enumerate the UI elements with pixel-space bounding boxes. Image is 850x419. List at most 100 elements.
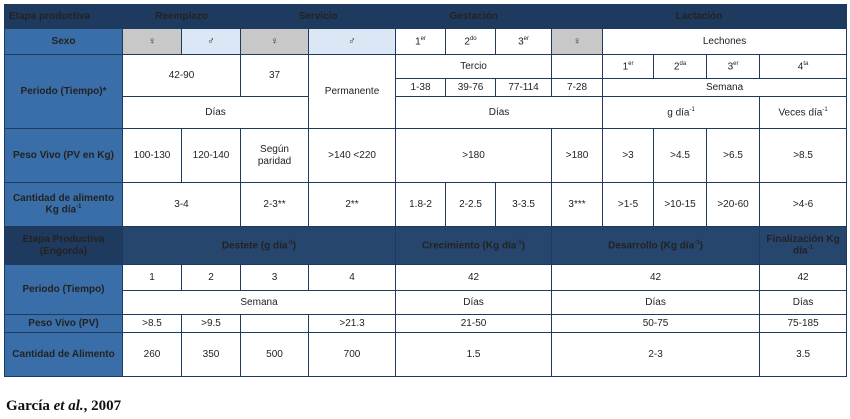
- ca-value: >1-5: [602, 182, 655, 227]
- desarrollo-header: Desarrollo (Kg día-1): [551, 226, 761, 265]
- ca-value: 2**: [308, 182, 397, 227]
- tercio-2: 39-76: [445, 78, 497, 97]
- dias-unit: Días: [551, 290, 761, 315]
- production-table: Etapa productiva Reemplazo Servicio Gest…: [4, 4, 848, 377]
- ca-value: >4-6: [759, 182, 848, 227]
- engorda-periodo-label: Periodo (Tiempo): [4, 264, 123, 315]
- pv-value: >8.5: [759, 128, 848, 183]
- destete-week: 4: [308, 264, 397, 291]
- dias-unit: Días: [121, 96, 310, 129]
- empty-cell: [551, 54, 604, 79]
- female-symbol: ♀: [551, 28, 604, 55]
- week-3: 3er: [706, 54, 761, 79]
- lechones-label: Lechones: [602, 28, 848, 55]
- ca-value: 3-4: [121, 182, 242, 227]
- engorda-header-row: Etapa Productiva (Engorda) Destete (g dí…: [4, 226, 848, 265]
- finalizacion-header: Finalización Kg día-1: [759, 226, 848, 265]
- sexo-label: Sexo: [4, 28, 123, 55]
- tercio-1: 1-38: [395, 78, 447, 97]
- citation: García et al., 2007: [6, 398, 122, 414]
- ca-value: 500: [240, 332, 310, 377]
- ca-value: 2-2.5: [445, 182, 497, 227]
- engorda-peso-row: Peso Vivo (PV) >8.5 >9.5 >21.3 21-50 50-…: [4, 314, 848, 333]
- week-1: 1er: [602, 54, 655, 79]
- reemplazo-periodo: 42-90: [121, 54, 242, 97]
- pv-value: >6.5: [706, 128, 761, 183]
- sexo-row: Sexo ♀ ♂ ♀ ♂ 1er 2do 3er ♀ Lechones: [4, 28, 848, 55]
- week-4: 4ta: [759, 54, 848, 79]
- gestation-3: 3er: [495, 28, 553, 55]
- desarrollo-periodo: 42: [551, 264, 761, 291]
- engorda-etapa-header: Etapa Productiva (Engorda): [4, 226, 123, 265]
- destete-week: 3: [240, 264, 310, 291]
- pv-value: >140 <220: [308, 128, 397, 183]
- ca-value: 3.5: [759, 332, 848, 377]
- ca-value: >10-15: [653, 182, 708, 227]
- pv-value: 75-185: [759, 314, 848, 333]
- semana-label: Semana: [602, 78, 848, 97]
- dias-unit: Días: [395, 290, 553, 315]
- veces-dia-unit: Veces día-1: [759, 96, 848, 129]
- ca-value: 3-3.5: [495, 182, 553, 227]
- pv-value: 100-130: [122, 128, 182, 183]
- gestacion-header: Gestación: [395, 4, 553, 29]
- engorda-periodo-row-1: Periodo (Tiempo) 1 2 3 4 42 42 42: [4, 264, 848, 315]
- finalizacion-periodo: 42: [759, 264, 848, 291]
- ca-value: 3***: [551, 182, 604, 227]
- peso-vivo-row: Peso Vivo (PV en Kg) 100-130 120-140 Seg…: [4, 128, 848, 183]
- male-symbol: ♂: [308, 28, 397, 55]
- destete-week: 1: [122, 264, 182, 291]
- etapa-header: Etapa productiva: [4, 4, 123, 29]
- servicio-periodo: 37: [240, 54, 310, 97]
- ca-value: 2-3: [551, 332, 761, 377]
- pv-value: 21-50: [395, 314, 553, 333]
- destete-week: 2: [180, 264, 242, 291]
- engorda-cantidad-row: Cantidad de Alimento 260 350 500 700 1.5…: [4, 332, 848, 377]
- female-symbol: ♀: [240, 28, 310, 55]
- crecimiento-periodo: 42: [395, 264, 553, 291]
- pv-value: [240, 314, 310, 333]
- pv-value: >8.5: [122, 314, 182, 333]
- ca-value: 1.5: [395, 332, 553, 377]
- engorda-peso-label: Peso Vivo (PV): [4, 314, 123, 333]
- g-dia-unit: g día-1: [602, 96, 761, 129]
- pv-value: 120-140: [180, 128, 242, 183]
- pv-value: >180: [395, 128, 553, 183]
- ca-value: 350: [180, 332, 242, 377]
- peso-vivo-label: Peso Vivo (PV en Kg): [4, 128, 123, 183]
- cantidad-row: Cantidad de alimento Kg día-1 3-4 2-3** …: [4, 182, 848, 227]
- engorda-cantidad-label: Cantidad de Alimento: [4, 332, 123, 377]
- servicio-header: Servicio: [240, 4, 397, 29]
- ca-value: 2-3**: [240, 182, 310, 227]
- periodo-row-3: Días Días g día-1 Veces día-1: [5, 96, 848, 129]
- destete-header: Destete (g día-1): [121, 226, 397, 265]
- engorda-periodo-row-2: Semana Días Días Días: [5, 290, 848, 315]
- week-2: 2da: [653, 54, 708, 79]
- pv-value: >180: [551, 128, 604, 183]
- ca-value: 700: [308, 332, 397, 377]
- reemplazo-header: Reemplazo: [121, 4, 242, 29]
- tercio-label: Tercio: [395, 54, 553, 79]
- ca-value: 260: [122, 332, 182, 377]
- cantidad-label: Cantidad de alimento Kg día-1: [4, 182, 123, 227]
- tercio-3: 77-114: [495, 78, 553, 97]
- semana-unit: Semana: [121, 290, 397, 315]
- periodo-row-2: 1-38 39-76 77-114 7-28 Semana: [5, 78, 848, 97]
- permanente-cell: Permanente: [308, 54, 397, 129]
- pv-value: 50-75: [551, 314, 761, 333]
- production-table-wrapper: Etapa productiva Reemplazo Servicio Gest…: [4, 4, 848, 377]
- pv-value: >3: [602, 128, 655, 183]
- lactacion-header: Lactación: [551, 4, 848, 29]
- pv-value: >4.5: [653, 128, 708, 183]
- pv-value: >21.3: [308, 314, 397, 333]
- dias-unit: Días: [395, 96, 604, 129]
- ca-value: >20-60: [706, 182, 761, 227]
- crecimiento-header: Crecimiento (Kg día-1): [395, 226, 553, 265]
- gestation-1: 1er: [395, 28, 447, 55]
- pv-value: Según paridad: [240, 128, 310, 183]
- dias-unit: Días: [759, 290, 848, 315]
- pv-value: >9.5: [180, 314, 242, 333]
- female-symbol: ♀: [122, 28, 182, 55]
- male-symbol: ♂: [180, 28, 242, 55]
- periodo-label: Periodo (Tiempo)*: [4, 54, 123, 129]
